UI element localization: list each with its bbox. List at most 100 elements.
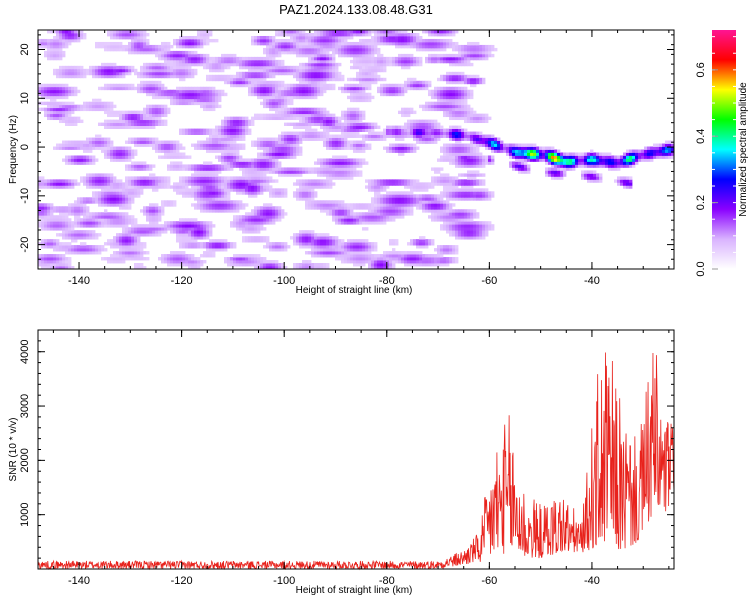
heatmap-cell xyxy=(236,224,240,228)
heatmap-cell xyxy=(425,260,429,264)
heatmap-cell xyxy=(380,254,384,258)
heatmap-cell xyxy=(62,224,66,228)
heatmap-cell xyxy=(347,119,351,124)
heatmap-cell xyxy=(452,128,456,132)
heatmap-cell xyxy=(359,251,363,255)
heatmap-cell xyxy=(302,116,306,121)
heatmap-cell xyxy=(485,158,489,162)
heatmap-cell xyxy=(158,209,162,213)
heatmap-cell xyxy=(293,140,297,144)
heatmap-cell xyxy=(587,155,591,159)
heatmap-cell xyxy=(242,185,246,189)
heatmap-cell xyxy=(200,173,204,177)
heatmap-cell xyxy=(212,149,216,153)
heatmap-cell xyxy=(446,206,450,210)
heatmap-cell xyxy=(83,203,87,207)
heatmap-cell xyxy=(479,131,483,135)
heatmap-cell xyxy=(455,215,459,219)
heatmap-cell xyxy=(218,164,222,168)
heatmap-cell xyxy=(389,131,393,135)
heatmap-cell xyxy=(419,251,423,255)
heatmap-cell xyxy=(119,152,123,156)
heatmap-cell xyxy=(161,179,165,183)
heatmap-cell xyxy=(230,119,234,124)
heatmap-cell xyxy=(584,161,588,165)
heatmap-cell xyxy=(176,221,180,225)
heatmap-cell xyxy=(635,149,639,153)
heatmap-cell xyxy=(152,137,156,141)
heatmap-cell xyxy=(176,260,180,264)
heatmap-cell xyxy=(71,182,75,186)
heatmap-cell xyxy=(116,113,120,118)
heatmap-cell xyxy=(461,179,465,183)
heatmap-cell xyxy=(50,179,54,183)
heatmap-cell xyxy=(464,164,468,168)
heatmap-cell xyxy=(134,164,138,168)
heatmap-cell xyxy=(188,218,192,222)
heatmap-cell xyxy=(176,233,180,237)
heatmap-cell xyxy=(221,209,225,213)
heatmap-cell xyxy=(122,260,126,264)
heatmap-cell xyxy=(41,257,45,261)
heatmap-cell xyxy=(404,194,408,198)
heatmap-cell xyxy=(323,266,327,270)
heatmap-cell xyxy=(413,254,417,258)
heatmap-cell xyxy=(413,257,417,261)
heatmap-cell xyxy=(452,137,456,141)
heatmap-cell xyxy=(308,170,312,174)
heatmap-cell xyxy=(65,146,69,150)
heatmap-cell xyxy=(287,116,291,121)
heatmap-cell xyxy=(269,248,273,252)
heatmap-cell xyxy=(338,245,342,249)
heatmap-cell xyxy=(434,134,438,138)
heatmap-cell xyxy=(155,233,159,237)
heatmap-cell xyxy=(95,197,99,201)
heatmap-cell xyxy=(194,233,198,237)
heatmap-cell xyxy=(449,125,453,129)
heatmap-cell xyxy=(593,179,597,183)
heatmap-cell xyxy=(158,182,162,186)
heatmap-cell xyxy=(116,233,120,237)
heatmap-cell xyxy=(77,119,81,124)
heatmap-cell xyxy=(329,125,333,129)
heatmap-cell xyxy=(53,116,57,121)
heatmap-cell xyxy=(80,143,84,147)
heatmap-cell xyxy=(368,218,372,222)
heatmap-cell xyxy=(434,206,438,210)
heatmap-cell xyxy=(158,113,162,118)
heatmap-cell xyxy=(350,107,354,112)
heatmap-cell xyxy=(476,164,480,168)
heatmap-cell xyxy=(302,194,306,198)
heatmap-cell xyxy=(353,203,357,207)
heatmap-cell xyxy=(239,185,243,189)
heatmap-cell xyxy=(545,155,549,159)
heatmap-cell xyxy=(623,185,627,189)
heatmap-cell xyxy=(425,194,429,198)
heatmap-cell xyxy=(320,131,324,135)
heatmap-cell xyxy=(434,200,438,204)
heatmap-cell xyxy=(137,143,141,147)
heatmap-cell xyxy=(413,194,417,198)
heatmap-cell xyxy=(122,239,126,243)
heatmap-cell xyxy=(665,140,669,144)
heatmap-cell xyxy=(314,239,318,243)
heatmap-cell xyxy=(389,197,393,201)
heatmap-cell xyxy=(341,215,345,219)
heatmap-cell xyxy=(392,266,396,270)
heatmap-cell xyxy=(236,191,240,195)
heatmap-cell xyxy=(443,113,447,118)
heatmap-cell xyxy=(185,191,189,195)
heatmap-cell xyxy=(269,161,273,165)
heatmap-cell xyxy=(320,122,324,126)
heatmap-cell xyxy=(128,245,132,249)
heatmap-cell xyxy=(527,143,531,147)
heatmap-cell xyxy=(458,155,462,159)
heatmap-cell xyxy=(83,146,87,150)
heatmap-cell xyxy=(314,179,318,183)
heatmap-cell xyxy=(110,200,114,204)
heatmap-cell xyxy=(176,155,180,159)
heatmap-cell xyxy=(587,161,591,165)
heatmap-cell xyxy=(221,134,225,138)
heatmap-cell xyxy=(446,197,450,201)
heatmap-cell xyxy=(200,230,204,234)
